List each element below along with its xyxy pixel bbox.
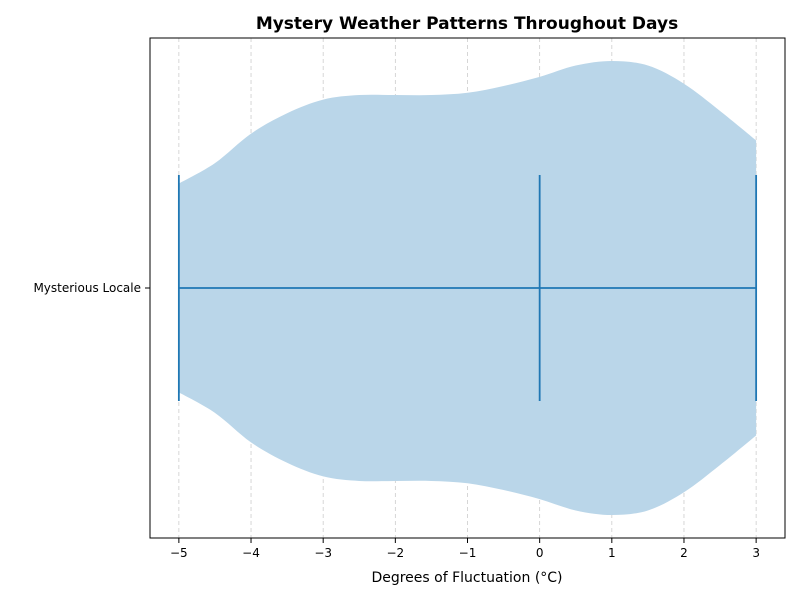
x-axis-ticks: −5 −4 −3 −2 −1 0 1 2 3 [170, 538, 760, 560]
x-tick-label-8: 3 [752, 546, 760, 560]
x-tick-label-4: −1 [459, 546, 477, 560]
x-axis-label: Degrees of Fluctuation (°C) [371, 570, 562, 586]
violin-stat-lines [177, 175, 758, 401]
x-tick-label-3: −2 [386, 546, 404, 560]
x-tick-label-7: 2 [680, 546, 688, 560]
x-tick-label-2: −3 [314, 546, 332, 560]
x-tick-label-0: −5 [170, 546, 188, 560]
y-tick-label-0: Mysterious Locale [33, 281, 141, 295]
x-tick-label-1: −4 [242, 546, 260, 560]
x-tick-label-5: 0 [536, 546, 544, 560]
x-tick-label-6: 1 [608, 546, 616, 560]
y-axis-ticks: Mysterious Locale [33, 281, 150, 295]
chart-title: Mystery Weather Patterns Throughout Days [256, 14, 678, 34]
